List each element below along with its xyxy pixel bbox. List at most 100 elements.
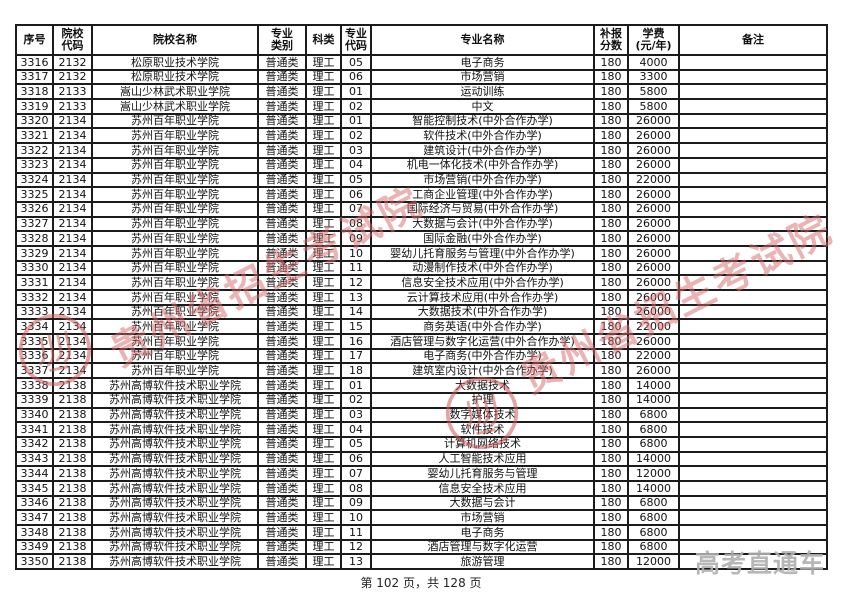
col-remarks bbox=[678, 435, 828, 453]
col-major-name: 信息安全技术应用(中外合作办学) bbox=[370, 274, 595, 291]
col-major-code: 02 bbox=[340, 391, 372, 409]
col-school-name: 苏州百年职业学院 bbox=[91, 142, 259, 159]
header-col-remarks: 备注 bbox=[678, 24, 828, 56]
col-seq: 3323 bbox=[15, 156, 54, 174]
header-col-major-name: 专业名称 bbox=[370, 24, 595, 56]
col-seq: 3346 bbox=[15, 494, 54, 512]
col-category: 普通类 bbox=[257, 509, 307, 526]
col-remarks bbox=[678, 259, 828, 277]
col-makeup-score: 180 bbox=[593, 215, 629, 233]
col-seq: 3328 bbox=[15, 230, 54, 247]
col-school-name: 苏州百年职业学院 bbox=[91, 303, 259, 321]
col-tuition: 26000 bbox=[627, 186, 680, 203]
col-tuition: 26000 bbox=[627, 127, 680, 145]
col-school-name: 苏州百年职业学院 bbox=[91, 347, 259, 365]
col-major-name: 婴幼儿托育服务与管理(中外合作办学) bbox=[370, 244, 595, 262]
col-remarks bbox=[678, 68, 828, 86]
col-seq: 3347 bbox=[15, 509, 54, 526]
col-major-name: 数字媒体技术 bbox=[370, 406, 595, 424]
col-major-code: 07 bbox=[340, 465, 372, 482]
col-category: 普通类 bbox=[257, 479, 307, 497]
col-major-name: 酒店管理与数字化运营 bbox=[370, 538, 595, 556]
col-remarks bbox=[678, 215, 828, 233]
col-school-name: 苏州高博软件技术职业学院 bbox=[91, 538, 259, 556]
table-row: 3343 2138 苏州高博软件技术职业学院 普通类 理工 06 人工智能技术应用 180 14… bbox=[15, 450, 828, 468]
col-category: 普通类 bbox=[257, 112, 307, 130]
col-category: 普通类 bbox=[257, 362, 307, 380]
col-school-code: 2138 bbox=[52, 406, 93, 424]
col-remarks bbox=[678, 112, 828, 130]
col-makeup-score: 180 bbox=[593, 450, 629, 468]
col-makeup-score: 180 bbox=[593, 244, 629, 262]
col-school-name: 苏州百年职业学院 bbox=[91, 127, 259, 145]
table-row: 3322 2134 苏州百年职业学院 普通类 理工 03 建筑设计(中外合作办学) 180 26… bbox=[15, 142, 828, 159]
col-category: 普通类 bbox=[257, 538, 307, 556]
col-school-code: 2134 bbox=[52, 200, 93, 218]
col-subject-type: 理工 bbox=[305, 244, 342, 262]
col-major-name: 信息安全技术应用 bbox=[370, 479, 595, 497]
col-tuition: 26000 bbox=[627, 215, 680, 233]
col-major-name: 软件技术(中外合作办学) bbox=[370, 127, 595, 145]
col-tuition: 26000 bbox=[627, 112, 680, 130]
col-category: 普通类 bbox=[257, 406, 307, 424]
col-subject-type: 理工 bbox=[305, 450, 342, 468]
col-major-code: 04 bbox=[340, 156, 372, 174]
col-tuition: 14000 bbox=[627, 391, 680, 409]
col-category: 普通类 bbox=[257, 127, 307, 145]
col-major-name: 电子商务 bbox=[370, 54, 595, 71]
col-major-name: 人工智能技术应用 bbox=[370, 450, 595, 468]
col-major-code: 11 bbox=[340, 524, 372, 541]
col-major-code: 06 bbox=[340, 450, 372, 468]
col-category: 普通类 bbox=[257, 142, 307, 159]
col-remarks bbox=[678, 98, 828, 115]
col-makeup-score: 180 bbox=[593, 127, 629, 145]
col-category: 普通类 bbox=[257, 289, 307, 306]
col-category: 普通类 bbox=[257, 377, 307, 394]
col-seq: 3336 bbox=[15, 347, 54, 365]
col-remarks bbox=[678, 156, 828, 174]
col-major-name: 机电一体化技术(中外合作办学) bbox=[370, 156, 595, 174]
col-school-name: 苏州百年职业学院 bbox=[91, 333, 259, 350]
table-row: 3330 2134 苏州百年职业学院 普通类 理工 11 动漫制作技术(中外合作办学) 180… bbox=[15, 259, 828, 277]
col-makeup-score: 180 bbox=[593, 465, 629, 482]
col-school-name: 苏州高博软件技术职业学院 bbox=[91, 435, 259, 453]
col-makeup-score: 180 bbox=[593, 289, 629, 306]
table-row: 3323 2134 苏州百年职业学院 普通类 理工 04 机电一体化技术(中外合作办学) 18… bbox=[15, 156, 828, 174]
col-seq: 3344 bbox=[15, 465, 54, 482]
col-school-name: 苏州高博软件技术职业学院 bbox=[91, 465, 259, 482]
col-major-code: 02 bbox=[340, 98, 372, 115]
col-major-name: 中文 bbox=[370, 98, 595, 115]
col-remarks bbox=[678, 406, 828, 424]
table-row: 3316 2132 松原职业技术学院 普通类 理工 05 电子商务 180 4000 bbox=[15, 54, 828, 71]
col-tuition: 26000 bbox=[627, 156, 680, 174]
col-major-code: 06 bbox=[340, 186, 372, 203]
col-major-code: 01 bbox=[340, 377, 372, 394]
col-remarks bbox=[678, 274, 828, 291]
col-makeup-score: 180 bbox=[593, 479, 629, 497]
col-seq: 3317 bbox=[15, 68, 54, 86]
col-subject-type: 理工 bbox=[305, 200, 342, 218]
col-seq: 3330 bbox=[15, 259, 54, 277]
col-major-name: 酒店管理与数字化运营(中外合作办学) bbox=[370, 333, 595, 350]
col-major-code: 05 bbox=[340, 171, 372, 189]
col-school-code: 2138 bbox=[52, 435, 93, 453]
col-school-code: 2133 bbox=[52, 83, 93, 101]
col-seq: 3324 bbox=[15, 171, 54, 189]
col-remarks bbox=[678, 333, 828, 350]
col-remarks bbox=[678, 450, 828, 468]
col-major-name: 运动训练 bbox=[370, 83, 595, 101]
table-row: 3339 2138 苏州高博软件技术职业学院 普通类 理工 02 护理 180 14000 bbox=[15, 391, 828, 409]
col-subject-type: 理工 bbox=[305, 171, 342, 189]
col-school-code: 2134 bbox=[52, 156, 93, 174]
col-category: 普通类 bbox=[257, 230, 307, 247]
col-major-name: 电子商务(中外合作办学) bbox=[370, 347, 595, 365]
col-seq: 3316 bbox=[15, 54, 54, 71]
table-row: 3319 2133 嵩山少林武术职业学院 普通类 理工 02 中文 180 5800 bbox=[15, 98, 828, 115]
col-category: 普通类 bbox=[257, 421, 307, 438]
col-makeup-score: 180 bbox=[593, 142, 629, 159]
col-tuition: 12000 bbox=[627, 553, 680, 571]
col-category: 普通类 bbox=[257, 524, 307, 541]
col-subject-type: 理工 bbox=[305, 509, 342, 526]
col-category: 普通类 bbox=[257, 54, 307, 71]
